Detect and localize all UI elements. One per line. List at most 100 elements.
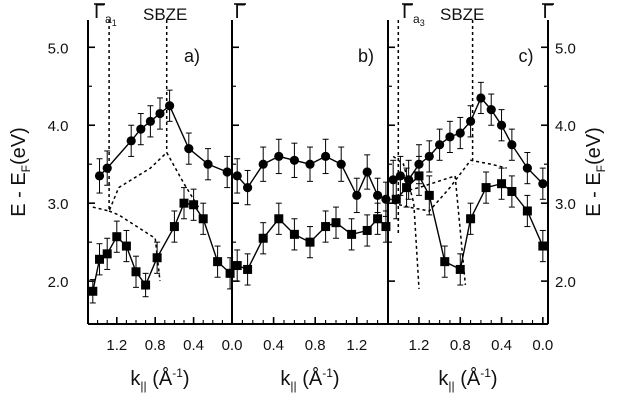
x-axis-title-close: ) bbox=[491, 368, 498, 390]
data-point-square bbox=[232, 261, 242, 271]
data-point-square bbox=[225, 268, 235, 278]
data-point-circle bbox=[243, 182, 253, 193]
x-tick-label: 1.2 bbox=[346, 337, 367, 354]
y-tick-label-right: 3.0 bbox=[555, 196, 576, 213]
gamma-subscript-index: 1 bbox=[112, 18, 117, 28]
gamma-symbol: Γ bbox=[402, 1, 413, 23]
data-point-circle bbox=[184, 144, 194, 154]
series-line-circle bbox=[99, 104, 228, 177]
y-axis-title-main: E - E bbox=[583, 172, 605, 216]
data-point-circle bbox=[388, 175, 398, 185]
x-axis-title: k|| (Å-1) bbox=[280, 366, 339, 393]
sbze-label: SBZE bbox=[143, 5, 187, 24]
data-point-square bbox=[455, 264, 465, 274]
data-point-circle bbox=[336, 159, 346, 169]
data-point-square bbox=[305, 237, 315, 247]
data-point-square bbox=[289, 229, 299, 239]
data-point-square bbox=[402, 183, 412, 193]
dashed-guide-line bbox=[392, 155, 420, 289]
data-point-circle bbox=[486, 105, 496, 115]
x-axis-title-k: k bbox=[130, 368, 141, 390]
y-axis-title-sub: F bbox=[19, 165, 33, 172]
x-tick-label: 0.4 bbox=[263, 337, 284, 354]
sbze-label: SBZE bbox=[440, 5, 484, 24]
panel-label: a) bbox=[184, 46, 200, 66]
data-point-square bbox=[381, 222, 391, 232]
gamma-subscript: a bbox=[413, 12, 420, 26]
data-point-circle bbox=[126, 136, 136, 146]
data-point-circle bbox=[165, 101, 175, 111]
y-axis-title: E - EF(eV) bbox=[8, 127, 33, 217]
gamma-symbol: Γ bbox=[94, 1, 105, 23]
x-axis-title-k: k bbox=[438, 368, 449, 390]
x-axis-title-k: k bbox=[280, 368, 291, 390]
data-point-circle bbox=[94, 171, 105, 181]
gamma-label: Γa1 bbox=[94, 1, 117, 28]
x-axis-title-sub: || bbox=[290, 379, 296, 393]
data-point-circle bbox=[222, 167, 232, 177]
x-axis-title-sup: -1 bbox=[172, 366, 183, 380]
data-point-circle bbox=[232, 171, 242, 181]
data-point-circle bbox=[155, 108, 165, 119]
data-point-square bbox=[213, 257, 223, 267]
data-point-circle bbox=[362, 167, 372, 177]
y-tick-label-right: 5.0 bbox=[555, 40, 576, 57]
data-point-square bbox=[497, 179, 507, 189]
data-point-circle bbox=[305, 159, 315, 169]
x-axis-title-unit: (Å bbox=[297, 367, 323, 390]
data-point-square bbox=[507, 186, 517, 196]
data-point-square bbox=[481, 183, 491, 193]
gamma-label: Γa3 bbox=[402, 1, 425, 28]
data-point-circle bbox=[289, 155, 299, 165]
data-point-circle bbox=[476, 93, 486, 103]
data-point-square bbox=[424, 190, 434, 200]
gamma-label-right: Γ bbox=[542, 1, 553, 23]
x-axis-title-sup: -1 bbox=[322, 366, 333, 380]
y-tick-label: 3.0 bbox=[48, 196, 69, 213]
data-point-circle bbox=[465, 116, 476, 126]
gamma-subscript-index: 3 bbox=[420, 18, 425, 28]
x-tick-label: 0.0 bbox=[222, 337, 243, 354]
data-point-circle bbox=[538, 179, 548, 189]
gamma-subscript: a bbox=[105, 12, 112, 26]
data-point-square bbox=[362, 225, 372, 235]
gamma-label: Γ bbox=[234, 1, 245, 23]
x-tick-label: 0.8 bbox=[450, 337, 471, 354]
data-point-square bbox=[522, 206, 532, 216]
data-point-square bbox=[373, 214, 383, 224]
x-axis-title: k|| (Å-1) bbox=[130, 366, 189, 393]
data-point-circle bbox=[507, 140, 517, 150]
x-axis-title-close: ) bbox=[333, 368, 340, 390]
x-tick-label: 0.8 bbox=[305, 337, 326, 354]
y-axis-title-main: E - E bbox=[8, 172, 30, 216]
data-point-circle bbox=[258, 159, 268, 169]
y-axis-title-right: E - EF(eV) bbox=[583, 127, 608, 217]
data-point-square bbox=[95, 254, 105, 264]
panel-3: 1.2 0.8 0.4 0.0 c) Γa3 SBZE Γk|| (Å-1) 2.0 3.0 4.0… bbox=[387, 1, 608, 393]
y-axis-title-sub: F bbox=[594, 165, 608, 172]
data-point-circle bbox=[424, 151, 434, 162]
data-point-square bbox=[141, 280, 151, 290]
x-tick-label: 0.0 bbox=[532, 337, 553, 354]
y-tick-label: 2.0 bbox=[48, 274, 69, 291]
x-axis-title: k|| (Å-1) bbox=[438, 366, 497, 393]
data-point-circle bbox=[352, 190, 362, 200]
panel-label: b) bbox=[358, 46, 374, 66]
dashed-guide-line bbox=[108, 210, 161, 282]
data-point-square bbox=[347, 229, 357, 239]
data-point-square bbox=[88, 286, 98, 296]
y-tick-label-right: 4.0 bbox=[555, 118, 576, 135]
data-point-square bbox=[258, 233, 268, 243]
data-point-square bbox=[243, 264, 253, 274]
x-axis-title-close: ) bbox=[183, 368, 190, 390]
data-point-square bbox=[189, 200, 199, 210]
y-tick-label: 4.0 bbox=[48, 118, 69, 135]
data-point-circle bbox=[435, 140, 445, 150]
data-point-circle bbox=[496, 120, 507, 130]
data-point-square bbox=[198, 214, 208, 224]
x-axis-title-unit: (Å bbox=[147, 367, 173, 390]
y-axis-title-unit: (eV) bbox=[8, 127, 30, 165]
y-tick-label-right: 2.0 bbox=[555, 274, 576, 291]
